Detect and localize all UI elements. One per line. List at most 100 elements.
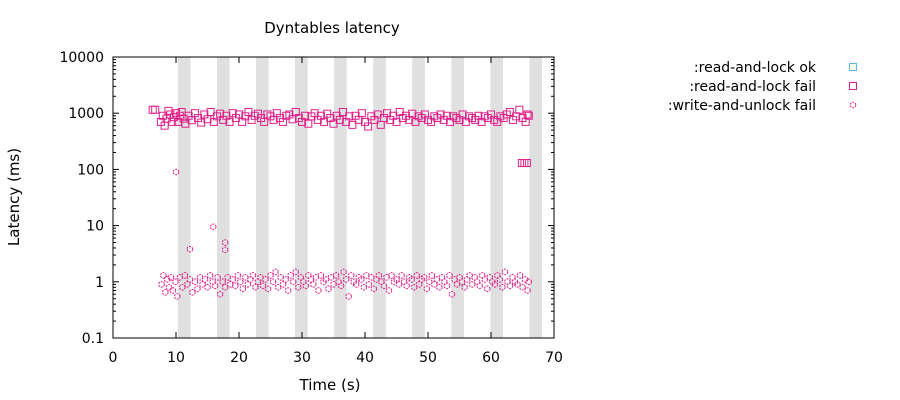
shaded-interval-3: [295, 57, 308, 338]
data-point: [352, 281, 360, 288]
data-point: [282, 276, 289, 283]
shaded-interval-5: [373, 57, 386, 338]
data-point: [179, 114, 188, 123]
data-point: [345, 293, 352, 300]
x-tick-label: 20: [230, 350, 248, 366]
data-point: [234, 272, 242, 279]
data-point: [191, 278, 199, 286]
series-2: [158, 168, 533, 300]
data-point: [338, 108, 347, 117]
data-point: [524, 111, 533, 120]
plot-points: [148, 105, 533, 300]
data-point: [428, 272, 436, 279]
data-point: [181, 272, 189, 279]
data-point: [189, 289, 196, 296]
data-point: [410, 283, 418, 291]
data-point: [357, 276, 365, 283]
data-point: [522, 158, 531, 167]
data-point: [521, 276, 529, 283]
shaded-interval-1: [216, 57, 230, 338]
data-point: [453, 281, 461, 288]
data-point: [216, 290, 224, 298]
shaded-interval-8: [490, 57, 503, 338]
data-point: [201, 276, 209, 283]
data-point: [505, 108, 514, 117]
plot-frame: [112, 56, 555, 339]
shaded-interval-9: [529, 57, 543, 338]
data-point: [221, 239, 229, 246]
data-point: [335, 115, 344, 124]
y-tick-label: 1000: [68, 106, 104, 122]
x-tick-label: 0: [109, 350, 118, 366]
data-point: [211, 282, 219, 290]
data-point: [483, 285, 491, 293]
data-point: [272, 268, 279, 276]
data-point: [325, 285, 332, 293]
shaded-interval-7: [451, 57, 464, 338]
data-point: [413, 272, 420, 279]
x-axis-label: Time (s): [299, 376, 361, 394]
data-point: [172, 168, 180, 176]
x-tick-label: 70: [545, 350, 563, 366]
data-point: [340, 268, 347, 276]
data-point: [385, 287, 393, 294]
data-point: [375, 272, 383, 279]
data-point: [360, 283, 368, 291]
data-point: [302, 282, 310, 290]
shaded-interval-6: [412, 57, 425, 338]
data-point: [206, 272, 214, 279]
data-point: [523, 110, 532, 119]
data-point: [151, 105, 160, 114]
data-point: [380, 282, 388, 290]
data-point: [496, 276, 504, 283]
data-point: [274, 283, 282, 291]
data-point: [395, 281, 403, 288]
shaded-interval-2: [256, 57, 269, 338]
data-point: [315, 287, 322, 294]
data-point: [173, 293, 181, 300]
data-point: [160, 272, 167, 279]
y-axis-label: Latency (ms): [5, 148, 23, 246]
data-point: [468, 281, 476, 288]
data-point: [332, 272, 340, 279]
data-point: [310, 281, 317, 288]
data-point: [221, 283, 229, 291]
data-point: [219, 278, 226, 286]
data-point: [289, 278, 297, 286]
data-point: [461, 283, 468, 291]
data-point: [301, 111, 310, 120]
data-point: [158, 281, 165, 288]
data-point: [519, 283, 526, 291]
data-point: [186, 245, 194, 253]
data-point: [524, 287, 531, 294]
data-point: [365, 281, 373, 288]
data-point: [330, 281, 337, 288]
data-point: [515, 105, 524, 114]
data-point: [491, 281, 499, 288]
y-tick-label: 1: [95, 275, 104, 291]
y-tick-label: 100: [77, 162, 104, 178]
legend-label: :read-and-lock ok: [694, 60, 817, 76]
x-tick-label: 10: [167, 350, 185, 366]
data-point: [231, 282, 239, 290]
data-point: [364, 122, 373, 131]
data-point: [262, 276, 269, 283]
data-point: [370, 285, 378, 293]
data-point: [163, 276, 171, 283]
data-point: [284, 287, 292, 294]
data-point: [317, 272, 325, 279]
data-point: [408, 109, 417, 118]
axis-ticks: [112, 56, 555, 339]
legend-marker: [849, 101, 857, 109]
data-point: [172, 278, 179, 286]
x-tick-labels: 0 10 20 30 40 50 60 70: [109, 350, 563, 366]
data-point: [342, 276, 350, 283]
data-point: [165, 283, 173, 291]
data-point: [525, 278, 533, 286]
data-point: [267, 272, 274, 279]
data-point: [476, 282, 483, 290]
data-point: [347, 272, 355, 279]
data-point: [221, 246, 229, 254]
data-point: [168, 117, 177, 126]
